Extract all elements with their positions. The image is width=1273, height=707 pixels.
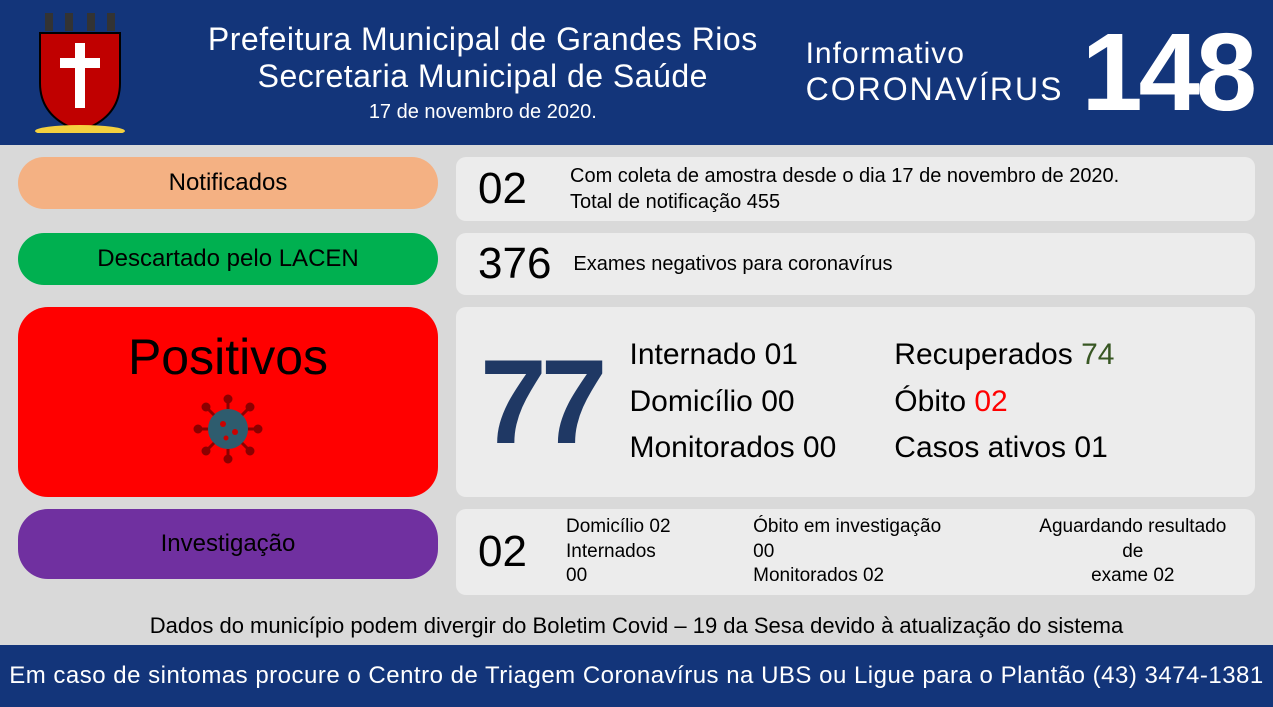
row-notificados: Notificados 02 Com coleta de amostra des… [18,157,1255,221]
bulletin-label-1: Informativo [806,37,1064,71]
notificados-label: Notificados [169,169,288,197]
descartado-value: 376 [478,239,551,289]
pill-investigacao: Investigação [18,509,438,579]
box-positivos: 77 Internado 01 Domicílio 00 Monitorados… [456,307,1255,497]
header: Prefeitura Municipal de Grandes Rios Sec… [0,0,1273,145]
positivos-value: 77 [480,333,601,471]
inv-monitorados: Monitorados 02 [753,564,954,589]
internado-label: Internado [629,338,756,371]
inv-col2: Óbito em investigação 00 Monitorados 02 [753,515,954,589]
descartado-label: Descartado pelo LACEN [97,245,358,273]
org-title-2: Secretaria Municipal de Saúde [160,58,806,95]
obito-val: 02 [974,385,1007,418]
ativos-label: Casos ativos [894,431,1066,464]
header-right: Informativo CORONAVÍRUS 148 [806,18,1253,128]
footer-text: Em caso de sintomas procure o Centro de … [9,662,1264,690]
inv-col1: Domicílio 02 Internados 00 [566,515,675,589]
row-positivos: Positivos [18,307,1255,497]
monitorados-val: 00 [803,431,836,464]
positivos-label: Positivos [128,328,328,386]
virus-icon [193,394,263,476]
body-area: Notificados 02 Com coleta de amostra des… [0,145,1273,645]
recuperados-label: Recuperados [894,338,1072,371]
investigacao-label: Investigação [161,530,296,558]
header-titles: Prefeitura Municipal de Grandes Rios Sec… [160,21,806,124]
obito-label: Óbito [894,385,966,418]
pill-notificados: Notificados [18,157,438,209]
inv-aguardando-1: Aguardando resultado de [1033,515,1233,564]
recuperados-val: 74 [1081,338,1114,371]
row-investigacao: Investigação 02 Domicílio 02 Internados … [18,509,1255,595]
org-title-1: Prefeitura Municipal de Grandes Rios [160,21,806,58]
inv-aguardando-2: exame 02 [1033,564,1233,589]
notificados-text-2: Total de notificação 455 [570,189,1119,215]
footer: Em caso de sintomas procure o Centro de … [0,645,1273,707]
positivos-col2: Recuperados 74 Óbito 02 Casos ativos 01 [894,335,1114,469]
monitorados-label: Monitorados [629,431,794,464]
box-investigacao: 02 Domicílio 02 Internados 00 Óbito em i… [456,509,1255,595]
pill-descartado: Descartado pelo LACEN [18,233,438,285]
inv-obito: Óbito em investigação 00 [753,515,954,564]
descartado-text: Exames negativos para coronavírus [573,251,892,277]
inv-domicilio: Domicílio 02 [566,515,675,540]
notificados-text-1: Com coleta de amostra desde o dia 17 de … [570,163,1119,189]
bulletin-date: 17 de novembro de 2020. [160,101,806,124]
positivos-col1: Internado 01 Domicílio 00 Monitorados 00 [629,335,836,469]
inv-col3: Aguardando resultado de exame 02 [1033,515,1233,589]
disclaimer-text: Dados do município podem divergir do Bol… [18,613,1255,639]
bulletin-label-2: CORONAVÍRUS [806,71,1064,108]
ativos-val: 01 [1074,431,1107,464]
pill-positivos: Positivos [18,307,438,497]
domicilio-label: Domicílio [629,385,752,418]
inv-internados: Internados 00 [566,540,675,589]
investigacao-value: 02 [478,527,538,577]
domicilio-val: 00 [761,385,794,418]
box-descartado: 376 Exames negativos para coronavírus [456,233,1255,295]
notificados-value: 02 [478,164,548,214]
edition-number: 148 [1081,18,1253,128]
municipal-crest-icon [20,13,140,133]
internado-val: 01 [765,338,798,371]
row-descartado: Descartado pelo LACEN 376 Exames negativ… [18,233,1255,295]
box-notificados: 02 Com coleta de amostra desde o dia 17 … [456,157,1255,221]
